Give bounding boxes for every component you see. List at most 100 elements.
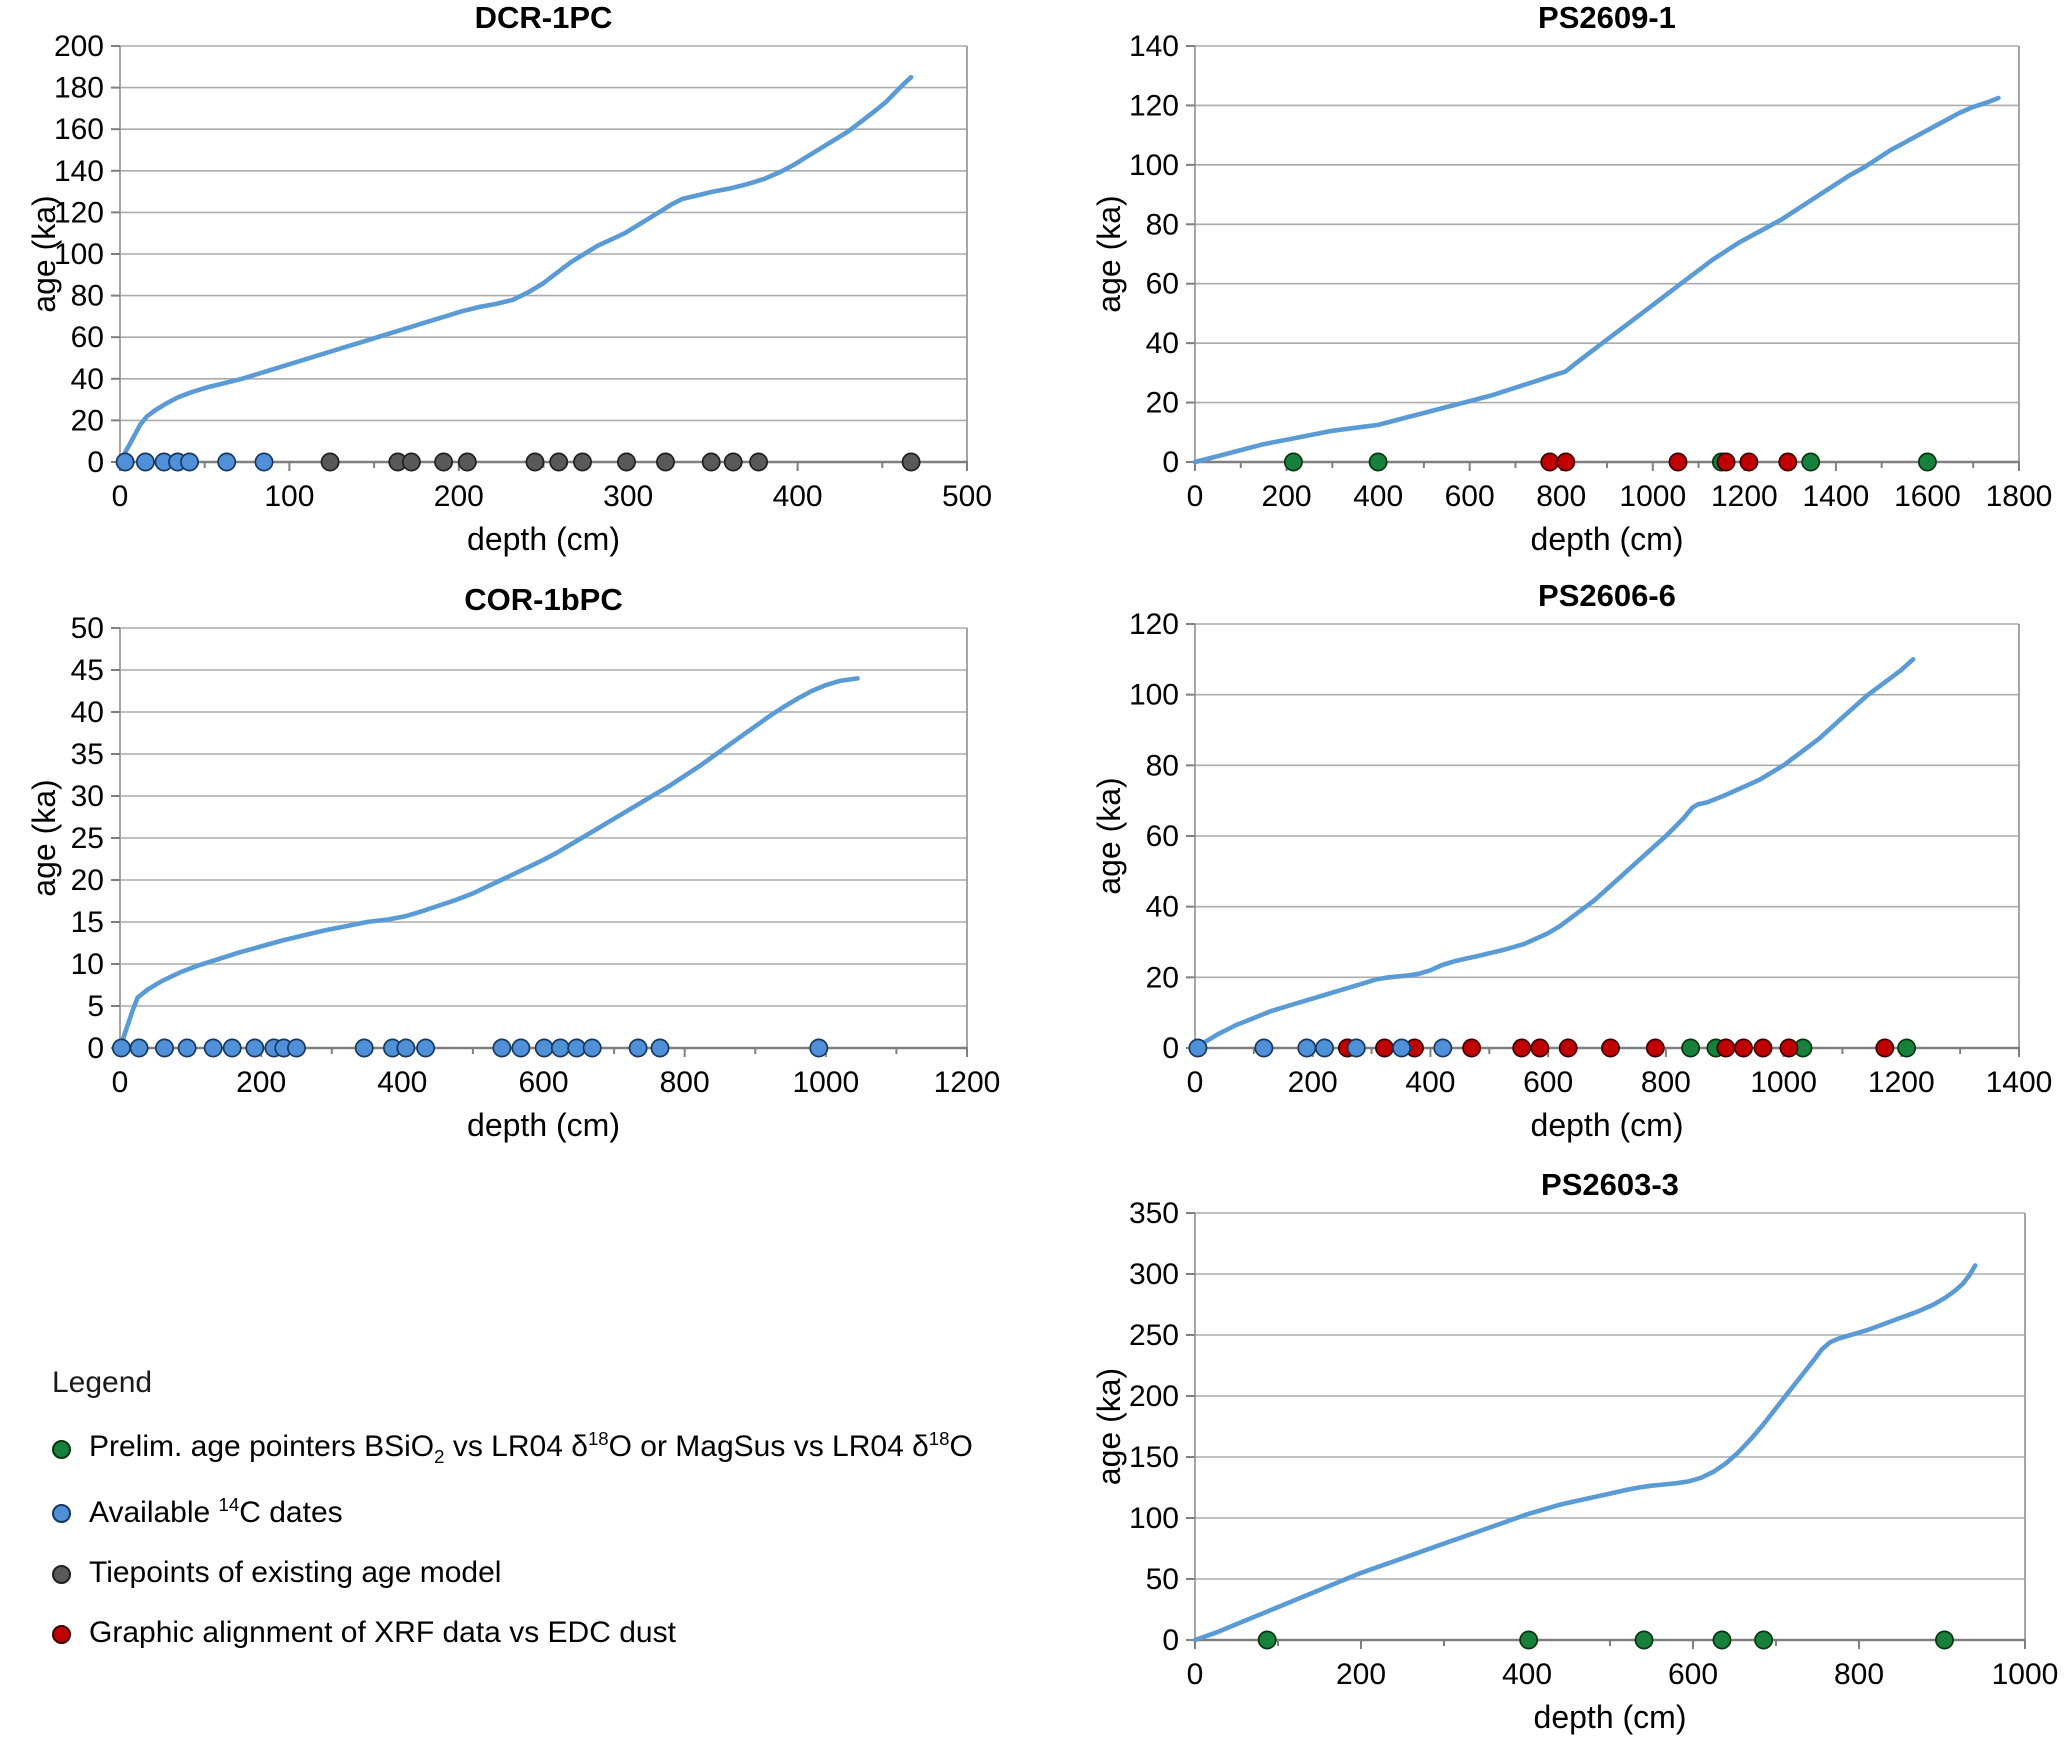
svg-text:50: 50 — [1146, 1563, 1179, 1596]
marker-14c-date — [155, 1038, 174, 1058]
svg-text:50: 50 — [71, 612, 104, 645]
svg-text:1200: 1200 — [1711, 480, 1778, 513]
svg-text:400: 400 — [1502, 1658, 1552, 1691]
marker-xrf-alignment — [1540, 452, 1560, 472]
svg-text:1400: 1400 — [1803, 480, 1870, 513]
age-depth-curve — [1192, 657, 1916, 1051]
chart-ps2609-1: 0 20 40 60 80 100 120 140 0 200 400 600 800 1000 1200 1… — [1090, 0, 2067, 572]
gridlines — [1195, 623, 2019, 979]
chart-title: PS2606-6 — [1538, 578, 1676, 613]
marker-prelim-age-pointer — [1935, 1630, 1954, 1650]
svg-text:20: 20 — [71, 404, 104, 437]
svg-text:250: 250 — [1129, 1319, 1179, 1352]
svg-text:35: 35 — [71, 738, 104, 771]
x-axis-label: depth (cm) — [467, 521, 620, 557]
svg-text:600: 600 — [1668, 1658, 1718, 1691]
chart-ps2606-6: 0 20 40 60 80 100 120 0 200 400 600 800 1000 1200 1400… — [1090, 572, 2067, 1158]
svg-text:0: 0 — [1187, 1658, 1204, 1691]
svg-text:120: 120 — [1129, 608, 1179, 641]
marker-14c-date — [254, 452, 274, 472]
svg-text:1000: 1000 — [1619, 480, 1686, 513]
tick-labels: 0 50 100 150 200 250 300 350 0 200 400 600 800 1000 — [1129, 1197, 2058, 1691]
marker-14c-date — [180, 452, 199, 472]
svg-text:20: 20 — [71, 864, 104, 897]
markers-blue — [111, 1038, 829, 1058]
svg-text:600: 600 — [1445, 480, 1495, 513]
marker-14c-date — [129, 1038, 149, 1058]
marker-xrf-alignment — [1716, 1038, 1736, 1058]
chart-svg: 0 5 10 15 20 25 30 35 40 45 50 0 200 400 600 800 1000 120… — [26, 582, 1001, 1143]
tick-labels: 0 5 10 15 20 25 30 35 40 45 50 0 200 400 600 800 1000 120… — [71, 612, 1001, 1099]
marker-xrf-alignment — [1375, 1038, 1394, 1058]
marker-prelim-age-pointer — [1283, 452, 1303, 472]
marker-14c-date — [222, 1038, 242, 1058]
markers-green — [1257, 1630, 1954, 1650]
svg-text:200: 200 — [236, 1066, 286, 1099]
y-axis-label: age (ka) — [1091, 777, 1127, 894]
svg-text:200: 200 — [1288, 1066, 1338, 1099]
plot-frame — [1194, 46, 2020, 463]
marker-tiepoint — [525, 452, 545, 472]
svg-text:100: 100 — [1129, 679, 1179, 712]
chart-svg: 0 20 40 60 80 100 120 140 160 180 200 0 100 200 300 400… — [26, 0, 992, 557]
legend-item-label: Available 14C dates — [89, 1494, 343, 1529]
marker-xrf-alignment — [1558, 1038, 1578, 1058]
marker-14c-date — [550, 1038, 570, 1058]
marker-14c-date — [1433, 1038, 1453, 1058]
legend-marker-blue-icon — [52, 1503, 71, 1523]
svg-text:0: 0 — [112, 1066, 129, 1099]
svg-text:160: 160 — [54, 113, 104, 146]
svg-text:800: 800 — [1641, 1066, 1691, 1099]
marker-prelim-age-pointer — [1257, 1630, 1277, 1650]
svg-text:1800: 1800 — [1986, 480, 2053, 513]
legend-heading: Legend — [52, 1366, 153, 1399]
svg-text:0: 0 — [1162, 1624, 1179, 1657]
svg-text:20: 20 — [1146, 961, 1179, 994]
chart-cor-1bpc: 0 5 10 15 20 25 30 35 40 45 50 0 200 400 600 800 1000 120… — [25, 578, 1037, 1158]
svg-text:0: 0 — [87, 446, 104, 479]
chart-title: COR-1bPC — [464, 582, 622, 617]
marker-tiepoint — [457, 452, 477, 472]
svg-text:1600: 1600 — [1894, 480, 1961, 513]
svg-text:1000: 1000 — [792, 1066, 859, 1099]
marker-tiepoint — [749, 452, 769, 472]
marker-prelim-age-pointer — [1519, 1630, 1539, 1650]
x-axis-label: depth (cm) — [1534, 1699, 1687, 1735]
legend-item: Tiepoints of existing age model — [52, 1556, 1072, 1590]
svg-text:150: 150 — [1129, 1441, 1179, 1474]
svg-text:0: 0 — [1162, 446, 1179, 479]
svg-text:80: 80 — [1146, 749, 1179, 782]
marker-14c-date — [354, 1038, 374, 1058]
markers-blue — [115, 452, 274, 472]
svg-text:400: 400 — [377, 1066, 427, 1099]
marker-tiepoint — [573, 452, 592, 472]
marker-14c-date — [1346, 1038, 1366, 1058]
marker-tiepoint — [434, 452, 454, 472]
svg-text:1200: 1200 — [1868, 1066, 1935, 1099]
chart-dcr-1pc: 0 20 40 60 80 100 120 140 160 180 200 0 100 200 300 400… — [25, 0, 1037, 572]
marker-14c-date — [396, 1038, 416, 1058]
marker-14c-date — [111, 1038, 131, 1058]
age-depth-curve — [1192, 95, 2001, 465]
svg-text:100: 100 — [264, 480, 314, 513]
marker-xrf-alignment — [1779, 1038, 1799, 1058]
gridlines — [120, 627, 967, 1007]
marker-xrf-alignment — [1645, 1038, 1665, 1058]
svg-text:0: 0 — [1187, 1066, 1204, 1099]
svg-text:800: 800 — [1536, 480, 1586, 513]
marker-tiepoint — [401, 452, 421, 472]
svg-text:0: 0 — [112, 480, 129, 513]
y-axis-label: age (ka) — [26, 779, 62, 896]
marker-14c-date — [135, 452, 155, 472]
markers-red — [1540, 452, 1798, 472]
svg-text:60: 60 — [71, 321, 104, 354]
svg-text:45: 45 — [71, 654, 104, 687]
marker-prelim-age-pointer — [1368, 452, 1388, 472]
marker-prelim-age-pointer — [1712, 1630, 1732, 1650]
legend-marker-red-icon — [52, 1624, 71, 1644]
marker-14c-date — [511, 1038, 531, 1058]
marker-xrf-alignment — [1739, 452, 1759, 472]
axis-ticks — [1186, 45, 2020, 471]
legend-item: Graphic alignment of XRF data vs EDC dus… — [52, 1616, 1072, 1650]
svg-text:100: 100 — [1129, 149, 1179, 182]
